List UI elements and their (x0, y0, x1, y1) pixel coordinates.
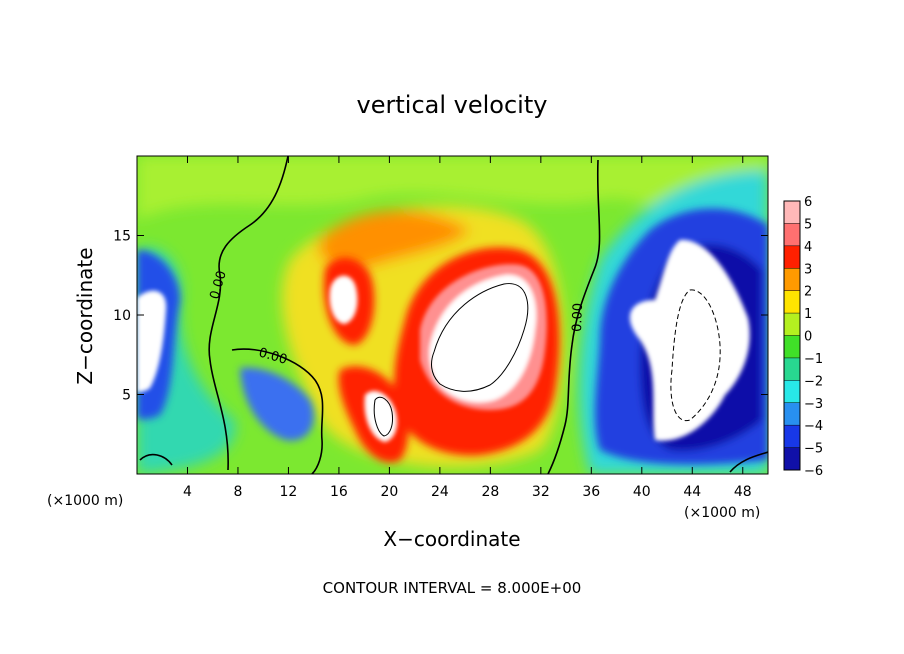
x-tick-label: 28 (481, 484, 499, 500)
colorbar-label: 3 (804, 262, 812, 277)
colorbar-swatch (784, 380, 800, 403)
x-unit-label-left: (×1000 m) (47, 493, 123, 509)
positive-contour-lower (373, 396, 393, 437)
colorbar-label: −4 (804, 419, 823, 434)
heatmap-region-upper-green (137, 156, 768, 250)
colorbar-label: −5 (804, 442, 823, 457)
zero-contour-bottom-left (139, 453, 173, 466)
y-tick-label: 15 (113, 229, 131, 245)
x-axis-label: X−coordinate (383, 527, 520, 551)
x-tick-label: 48 (734, 484, 752, 500)
colorbar-label: 1 (804, 307, 812, 322)
contour-interval-note: CONTOUR INTERVAL = 8.000E+00 (323, 579, 582, 597)
colorbar-swatch (784, 268, 800, 291)
colorbar-label: −1 (804, 352, 823, 367)
colorbar-swatch (784, 447, 800, 470)
colorbar-label: −3 (804, 397, 823, 412)
zero-contour-center-left (231, 348, 324, 474)
heatmap-region-center-blue (240, 367, 314, 441)
colorbar: 6 5 4 3 2 1 0 −1 −2 −3 −4 −5 −6 (783, 195, 823, 479)
zero-contour-bottom-right (729, 451, 768, 473)
colorbar-swatch (784, 335, 800, 358)
y-axis-ticks: 5 10 15 (113, 229, 768, 404)
colorbar-swatch (784, 201, 800, 224)
zero-contour-center (547, 159, 601, 474)
colorbar-label: 4 (804, 240, 812, 255)
colorbar-label: 0 (804, 330, 812, 345)
heatmap-region-right-white (629, 239, 750, 441)
colorbar-swatch (784, 357, 800, 381)
chart-title: vertical velocity (357, 91, 548, 119)
y-axis-label: Z−coordinate (73, 247, 97, 384)
x-tick-label: 4 (183, 484, 192, 500)
heatmap-region-upper-orange (319, 210, 470, 271)
x-tick-label: 24 (431, 484, 449, 500)
x-tick-label: 36 (582, 484, 600, 500)
colorbar-label: 2 (804, 285, 812, 300)
x-tick-label: 44 (683, 484, 701, 500)
colorbar-label: −2 (804, 374, 823, 389)
x-tick-label: 16 (330, 484, 348, 500)
colorbar-label: 6 (804, 195, 812, 210)
x-axis-ticks: 4 8 12 16 20 24 28 32 36 40 44 48 (183, 156, 752, 500)
x-tick-label: 32 (532, 484, 550, 500)
x-tick-label: 12 (280, 484, 298, 500)
heatmap-field: 0.00 0.00 0.00 (137, 156, 768, 474)
heatmap-region-upper-white (329, 275, 358, 324)
x-tick-label: 20 (380, 484, 398, 500)
positive-contour-center (431, 283, 529, 392)
y-tick-label: 10 (113, 308, 131, 324)
x-unit-label-right: (×1000 m) (684, 505, 760, 521)
zero-contour-left (208, 156, 289, 471)
colorbar-swatch (784, 290, 800, 314)
colorbar-swatch (784, 223, 800, 246)
heatmap-region-center-white (429, 274, 537, 403)
heatmap-region-left-white (137, 290, 167, 392)
colorbar-swatch (784, 402, 800, 426)
x-tick-label: 40 (633, 484, 651, 500)
colorbar-swatch (784, 245, 800, 269)
colorbar-swatch (784, 425, 800, 448)
colorbar-label: −6 (804, 464, 823, 479)
x-tick-label: 8 (233, 484, 242, 500)
y-tick-label: 5 (122, 388, 131, 404)
colorbar-label: 5 (804, 217, 812, 232)
contour-label-center: 0.00 (570, 303, 586, 332)
colorbar-swatch (784, 313, 800, 336)
